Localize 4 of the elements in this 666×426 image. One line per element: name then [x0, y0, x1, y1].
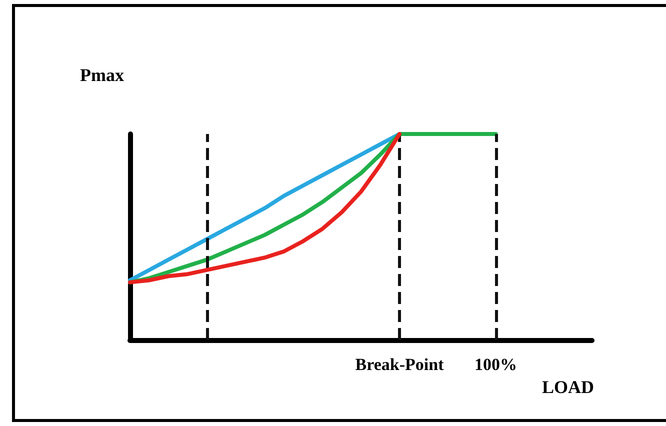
y-axis-title: Pmax	[80, 65, 124, 85]
x-tick-label: 100%	[474, 355, 517, 374]
x-tick-label: Break-Point	[355, 355, 444, 374]
x-axis-title: LOAD	[542, 377, 594, 397]
